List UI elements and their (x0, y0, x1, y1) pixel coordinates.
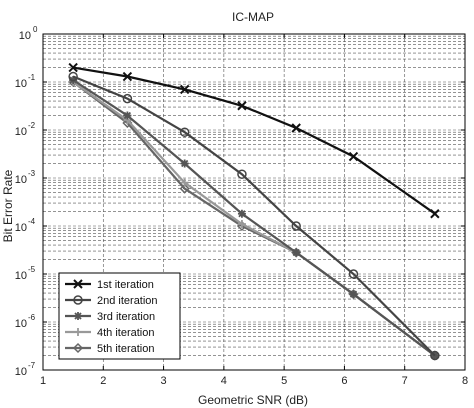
plot-frame (42, 33, 466, 371)
data-point (237, 169, 247, 179)
data-point (237, 209, 246, 218)
data-point (430, 350, 440, 361)
x-axis-label: Geometric SNR (dB) (198, 393, 308, 407)
legend: 1st iteration 2nd iteration 3rd iteration 4… (58, 272, 181, 360)
data-point (237, 220, 246, 229)
series-line (72, 75, 436, 357)
y-tick-label: 10 (15, 78, 27, 90)
series-lines (68, 62, 440, 361)
data-point (123, 111, 132, 120)
legend-label: 2nd iteration (97, 295, 158, 307)
legend-entry: 3rd iteration (65, 311, 155, 323)
legend-label: 4th iteration (97, 327, 154, 339)
data-point (291, 221, 301, 231)
y-tick-label: 10 (15, 270, 27, 282)
x-tick-label: 8 (462, 375, 468, 387)
data-point (348, 151, 359, 162)
data-point (179, 183, 190, 194)
data-point (68, 71, 78, 82)
data-point (180, 159, 189, 168)
y-tick-label: 10 (15, 174, 27, 186)
legend-marker (74, 328, 82, 336)
legend-marker (73, 279, 83, 289)
y-tick-label: 10 (15, 126, 27, 138)
data-point (348, 269, 359, 279)
x-tick-label: 4 (221, 375, 227, 387)
y-tick-exponent: -4 (28, 217, 36, 226)
legend-label: 1st iteration (97, 279, 154, 291)
y-axis-label: Bit Error Rate (1, 169, 15, 242)
data-point (122, 93, 133, 104)
x-tick-label: 7 (402, 375, 408, 387)
y-tick-label: 10 (19, 30, 31, 42)
x-tick-label: 1 (40, 375, 46, 387)
legend-marker (74, 312, 82, 320)
legend-entry: 2nd iteration (65, 295, 158, 307)
data-point (180, 178, 189, 187)
series-2nd-iteration (68, 71, 440, 361)
x-tick-label: 6 (341, 375, 347, 387)
data-point (291, 123, 301, 133)
legend-entry: 1st iteration (65, 279, 154, 291)
legend-label: 5th iteration (97, 343, 154, 355)
y-tick-label: 10 (15, 222, 27, 234)
data-point (179, 127, 190, 137)
y-tick-exponent: -1 (28, 73, 36, 82)
y-tick-exponent: 0 (33, 25, 38, 34)
data-point (430, 209, 440, 219)
y-tick-exponent: -3 (28, 169, 36, 178)
data-point (122, 71, 133, 82)
y-tick-exponent: -6 (28, 313, 36, 322)
data-point (237, 101, 247, 111)
series-1st-iteration (68, 62, 440, 219)
legend-label: 3rd iteration (97, 311, 155, 323)
data-point (68, 62, 78, 73)
y-tick-label: 10 (15, 318, 27, 330)
y-tick-label: 10 (15, 366, 27, 378)
data-point (179, 84, 190, 95)
y-tick-exponent: -5 (28, 265, 36, 274)
y-tick-exponent: -2 (28, 121, 36, 130)
x-tick-label: 2 (100, 375, 106, 387)
legend-marker (73, 295, 83, 305)
legend-entry: 5th iteration (65, 342, 154, 355)
data-point (292, 248, 301, 257)
data-point (349, 290, 358, 299)
legend-entry: 4th iteration (65, 327, 154, 339)
x-tick-label: 5 (281, 375, 287, 387)
chart-title: IC-MAP (232, 10, 274, 24)
x-tick-label: 3 (161, 375, 167, 387)
legend-marker (72, 342, 84, 354)
y-tick-exponent: -7 (28, 361, 36, 370)
